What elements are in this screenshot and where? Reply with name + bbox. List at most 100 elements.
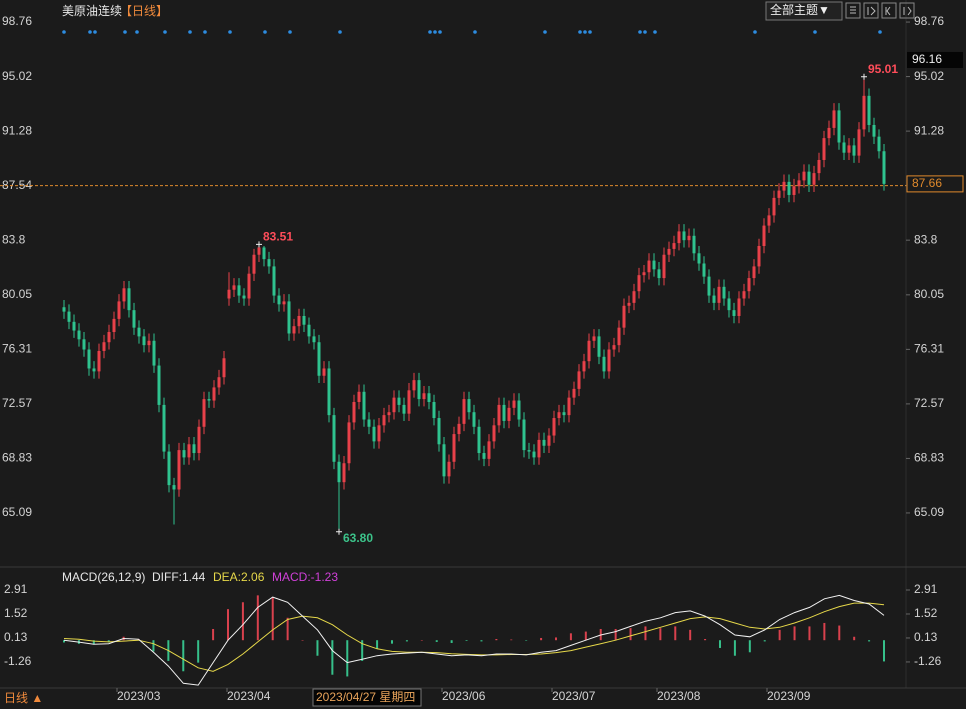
macd-bar	[629, 628, 632, 641]
event-dot	[163, 30, 167, 34]
candle-body	[447, 461, 451, 477]
candle-body	[142, 336, 146, 346]
candle-body	[877, 136, 881, 152]
x-tick-label: 2023/03	[117, 689, 161, 703]
candle-body	[717, 286, 721, 303]
macd-bar	[510, 639, 513, 641]
period-switch[interactable]: 日线 ▲	[4, 691, 43, 705]
crosshair-date-box	[312, 688, 422, 707]
toolbar-icon[interactable]	[881, 2, 897, 19]
macd-bar	[420, 640, 423, 641]
macd-bar	[883, 640, 885, 662]
candle-body	[152, 340, 156, 366]
toolbar-icon[interactable]	[863, 2, 879, 19]
theme-button-box[interactable]	[765, 1, 843, 21]
macd-bar	[182, 640, 185, 672]
candle-body	[472, 412, 476, 427]
candle-body	[62, 307, 66, 312]
macd-bar	[405, 640, 408, 642]
toolbar-icon[interactable]	[845, 2, 861, 19]
candle-body	[612, 345, 616, 350]
candle-body	[377, 425, 381, 442]
toolbar-icon[interactable]	[899, 2, 915, 19]
macd-bar	[823, 622, 826, 641]
candle-body	[452, 434, 456, 462]
candle-body	[702, 263, 706, 277]
x-tick-label: 2023/06	[442, 689, 486, 703]
macd-bar	[674, 626, 677, 641]
candle-body	[172, 485, 176, 490]
candle-body	[397, 397, 401, 405]
candle-body	[82, 339, 86, 350]
candle-body	[312, 336, 316, 343]
candle-body	[412, 380, 416, 391]
y-tick-label-right: 83.8	[914, 232, 938, 246]
macd-bar	[689, 629, 692, 641]
event-dot	[428, 30, 432, 34]
candle-body	[532, 451, 536, 458]
candle-body	[657, 269, 661, 279]
candle-body	[422, 393, 426, 400]
candle-body	[557, 412, 561, 419]
event-dot	[878, 30, 882, 34]
macd-bar	[346, 640, 349, 677]
candle-body	[732, 310, 736, 316]
event-dot	[228, 30, 232, 34]
macd-bar	[868, 640, 871, 642]
candle-body	[432, 402, 436, 419]
macd-bar	[107, 640, 110, 643]
macd-bar	[525, 640, 528, 641]
candle-body	[262, 247, 266, 260]
macd-bar	[763, 640, 766, 642]
macd-bar	[197, 640, 200, 663]
candle-body	[582, 361, 586, 372]
candle-body	[292, 326, 296, 334]
candle-body	[752, 266, 756, 279]
candle-body	[177, 450, 181, 490]
candle-body	[742, 291, 746, 299]
candle-body	[127, 288, 131, 311]
last-price-box	[906, 175, 964, 193]
candle-body	[667, 248, 671, 255]
candle-body	[342, 463, 346, 483]
candle-body	[817, 159, 821, 174]
macd-bar	[256, 595, 259, 641]
y-tick-label: 80.05	[2, 287, 32, 301]
candle-body	[207, 399, 211, 401]
annotation-marker	[256, 241, 262, 248]
candle-body	[302, 315, 306, 325]
candle-body	[822, 138, 826, 160]
macd-bar	[540, 637, 543, 641]
candle-body	[677, 231, 681, 244]
y-tick-label-right: 68.83	[914, 451, 944, 465]
candle-body	[267, 259, 271, 267]
chart-title: 美原油连续	[62, 3, 122, 18]
macd-bar	[853, 636, 856, 641]
macd-bar	[480, 640, 483, 642]
candle-body	[832, 110, 836, 128]
candle-body	[737, 298, 741, 316]
candle-body	[722, 286, 726, 299]
candle-body	[777, 190, 781, 198]
candle-body	[852, 145, 856, 156]
candle-body	[247, 273, 251, 299]
candle-body	[317, 342, 321, 376]
theme-button[interactable]: 全部主题▼	[770, 2, 830, 17]
y-tick-label-right: 80.05	[914, 287, 944, 301]
macd-bar	[748, 640, 751, 653]
x-tick-label: 2023/04	[227, 689, 271, 703]
candle-body	[477, 426, 481, 454]
candle-body	[692, 235, 696, 254]
event-dot	[653, 30, 657, 34]
candle-body	[497, 404, 501, 426]
candle-body	[382, 415, 386, 426]
candle-body	[187, 444, 191, 458]
candle-body	[72, 321, 76, 331]
candle-body	[487, 441, 491, 459]
candle-body	[687, 235, 691, 241]
dea-line	[63, 602, 885, 672]
event-dot	[62, 30, 66, 34]
event-dot	[588, 30, 592, 34]
candle-body	[462, 399, 466, 424]
